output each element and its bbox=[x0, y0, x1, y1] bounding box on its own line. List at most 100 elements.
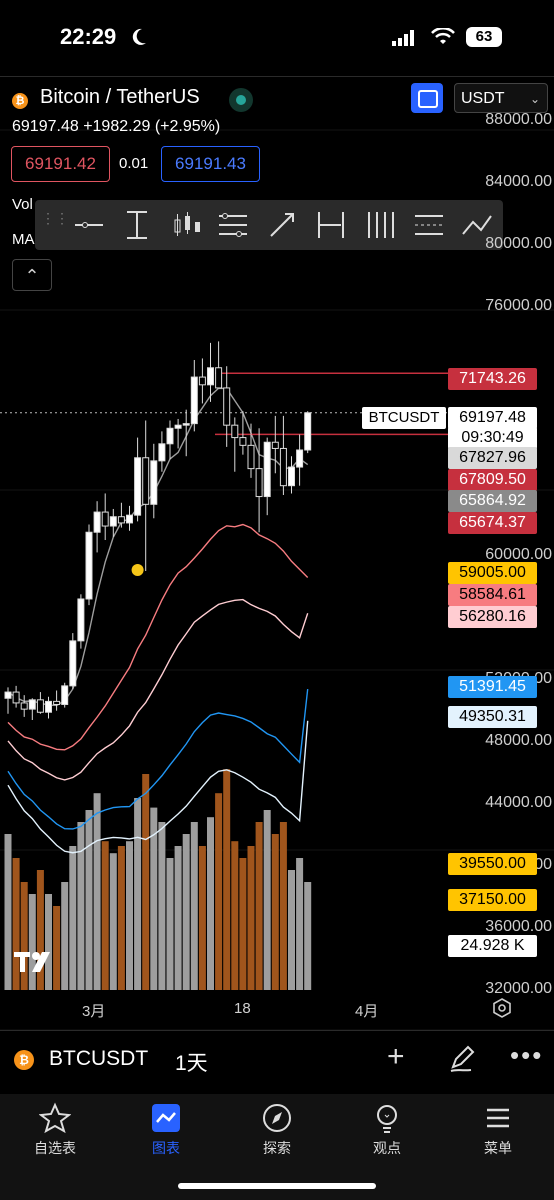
collapse-legend-button[interactable]: ⌃ bbox=[12, 259, 52, 291]
more-icon[interactable]: ••• bbox=[510, 1040, 544, 1070]
volume-bar bbox=[288, 870, 295, 990]
price-tag: 71743.26 bbox=[448, 368, 537, 390]
tab-explore[interactable]: 探索 bbox=[237, 1102, 317, 1158]
volume-bar bbox=[207, 817, 214, 990]
home-indicator bbox=[178, 1183, 376, 1189]
volume-bar bbox=[239, 858, 247, 990]
status-bar: 22:29 63 bbox=[0, 0, 554, 76]
price-axis-label: 76000.00 bbox=[485, 297, 552, 315]
sell-button[interactable]: 69191.42 bbox=[11, 146, 110, 182]
volume-bar bbox=[134, 798, 142, 990]
volume-bar bbox=[158, 822, 166, 990]
volume-bar bbox=[4, 834, 12, 990]
fib-tool-icon[interactable] bbox=[215, 208, 251, 242]
spread-value: 0.01 bbox=[119, 155, 149, 172]
buy-button[interactable]: 69191.43 bbox=[161, 146, 260, 182]
arrow-tool-icon[interactable] bbox=[265, 208, 301, 242]
tab-watchlist[interactable]: 自选表 bbox=[15, 1102, 95, 1158]
draw-pen-icon[interactable] bbox=[449, 1045, 475, 1073]
ma-legend[interactable]: MA bbox=[12, 231, 35, 248]
symbol-title[interactable]: Bitcoin / TetherUS bbox=[40, 86, 200, 108]
price-chart[interactable] bbox=[0, 0, 554, 1030]
candle-body bbox=[126, 514, 133, 524]
volume-profile-tool-icon[interactable] bbox=[363, 208, 399, 242]
volume-bar bbox=[174, 846, 182, 990]
price-axis-label: 36000.00 bbox=[485, 917, 552, 935]
volume-legend[interactable]: Vol bbox=[12, 196, 33, 213]
volume-bar bbox=[85, 810, 93, 990]
candle-body bbox=[207, 367, 214, 386]
price-tag: 59005.00 bbox=[448, 562, 537, 584]
candle-body bbox=[117, 516, 125, 524]
clock: 22:29 bbox=[60, 24, 117, 49]
volume-bar bbox=[223, 769, 231, 990]
candles-tool-icon[interactable] bbox=[169, 208, 205, 242]
price-tag: 49350.31 bbox=[448, 706, 537, 728]
candle-body bbox=[134, 457, 142, 516]
add-icon[interactable]: + bbox=[387, 1040, 405, 1073]
fullscreen-button[interactable] bbox=[411, 83, 443, 113]
candle-body bbox=[231, 424, 239, 439]
volume-bar bbox=[20, 882, 28, 990]
price-tag: 69197.48 bbox=[448, 407, 537, 429]
moving-average-line bbox=[7, 598, 309, 781]
volume-bar bbox=[263, 810, 271, 990]
horizontal-line-tool-icon[interactable] bbox=[71, 208, 107, 242]
candle-body bbox=[4, 691, 12, 699]
volume-bar bbox=[271, 834, 279, 990]
tab-menu[interactable]: 菜单 bbox=[458, 1102, 538, 1158]
volume-bar bbox=[198, 846, 206, 990]
price-axis-label: 48000.00 bbox=[485, 731, 552, 749]
moving-average-line bbox=[7, 523, 309, 751]
x-tick-label: 18 bbox=[234, 1000, 251, 1017]
moving-average-line bbox=[7, 720, 309, 854]
volume-bar bbox=[247, 846, 255, 990]
parallel-channel-tool-icon[interactable] bbox=[411, 208, 447, 242]
candle-body bbox=[150, 460, 158, 505]
volume-bar bbox=[12, 858, 20, 990]
path-tool-icon[interactable] bbox=[459, 208, 495, 242]
moon-icon bbox=[132, 28, 146, 45]
price-axis-label: 88000.00 bbox=[485, 111, 552, 129]
settings-icon[interactable] bbox=[492, 998, 512, 1018]
event-marker bbox=[131, 564, 144, 576]
wifi-icon bbox=[431, 28, 455, 44]
price-tag: 56280.16 bbox=[448, 606, 537, 628]
drawing-toolbar: ⋮⋮ bbox=[35, 200, 503, 250]
tab-chart[interactable]: 图表 bbox=[126, 1102, 206, 1158]
candle-body bbox=[101, 511, 109, 527]
signal-icon bbox=[392, 30, 414, 46]
volume-bar bbox=[296, 858, 304, 990]
volume-bar bbox=[304, 882, 312, 990]
candle-body bbox=[85, 531, 93, 600]
drag-handle-icon[interactable]: ⋮⋮ bbox=[41, 210, 69, 226]
candle-body bbox=[182, 423, 190, 426]
candle-body bbox=[61, 685, 69, 705]
date-range-tool-icon[interactable] bbox=[313, 208, 349, 242]
price-tag: 37150.00 bbox=[448, 889, 537, 911]
vertical-line-tool-icon[interactable] bbox=[119, 208, 155, 242]
volume-bar bbox=[166, 858, 174, 990]
price-axis-label: 80000.00 bbox=[485, 235, 552, 253]
price-tag: 24.928 K bbox=[448, 935, 537, 957]
price-tag: 09:30:49 bbox=[448, 427, 537, 449]
candle-body bbox=[279, 447, 287, 487]
market-open-indicator bbox=[229, 88, 253, 112]
candle-body bbox=[288, 466, 295, 487]
volume-bar bbox=[182, 834, 190, 990]
volume-bar bbox=[69, 846, 77, 990]
volume-bar bbox=[101, 841, 109, 990]
volume-bar bbox=[255, 822, 263, 990]
candle-body bbox=[271, 441, 279, 449]
interval-button[interactable]: 1天 bbox=[175, 1052, 208, 1075]
candle-body bbox=[77, 598, 85, 642]
price-tag: 65864.92 bbox=[448, 490, 537, 512]
candle-body bbox=[109, 516, 117, 527]
symbol-button[interactable]: BTCUSDT bbox=[49, 1047, 149, 1070]
volume-bar bbox=[190, 822, 198, 990]
volume-bar bbox=[109, 853, 117, 990]
price-tag: 39550.00 bbox=[448, 853, 537, 875]
currency-select[interactable]: USDT ⌄ bbox=[454, 83, 548, 113]
candle-body bbox=[93, 511, 101, 533]
tab-ideas[interactable]: 观点 bbox=[347, 1102, 427, 1158]
